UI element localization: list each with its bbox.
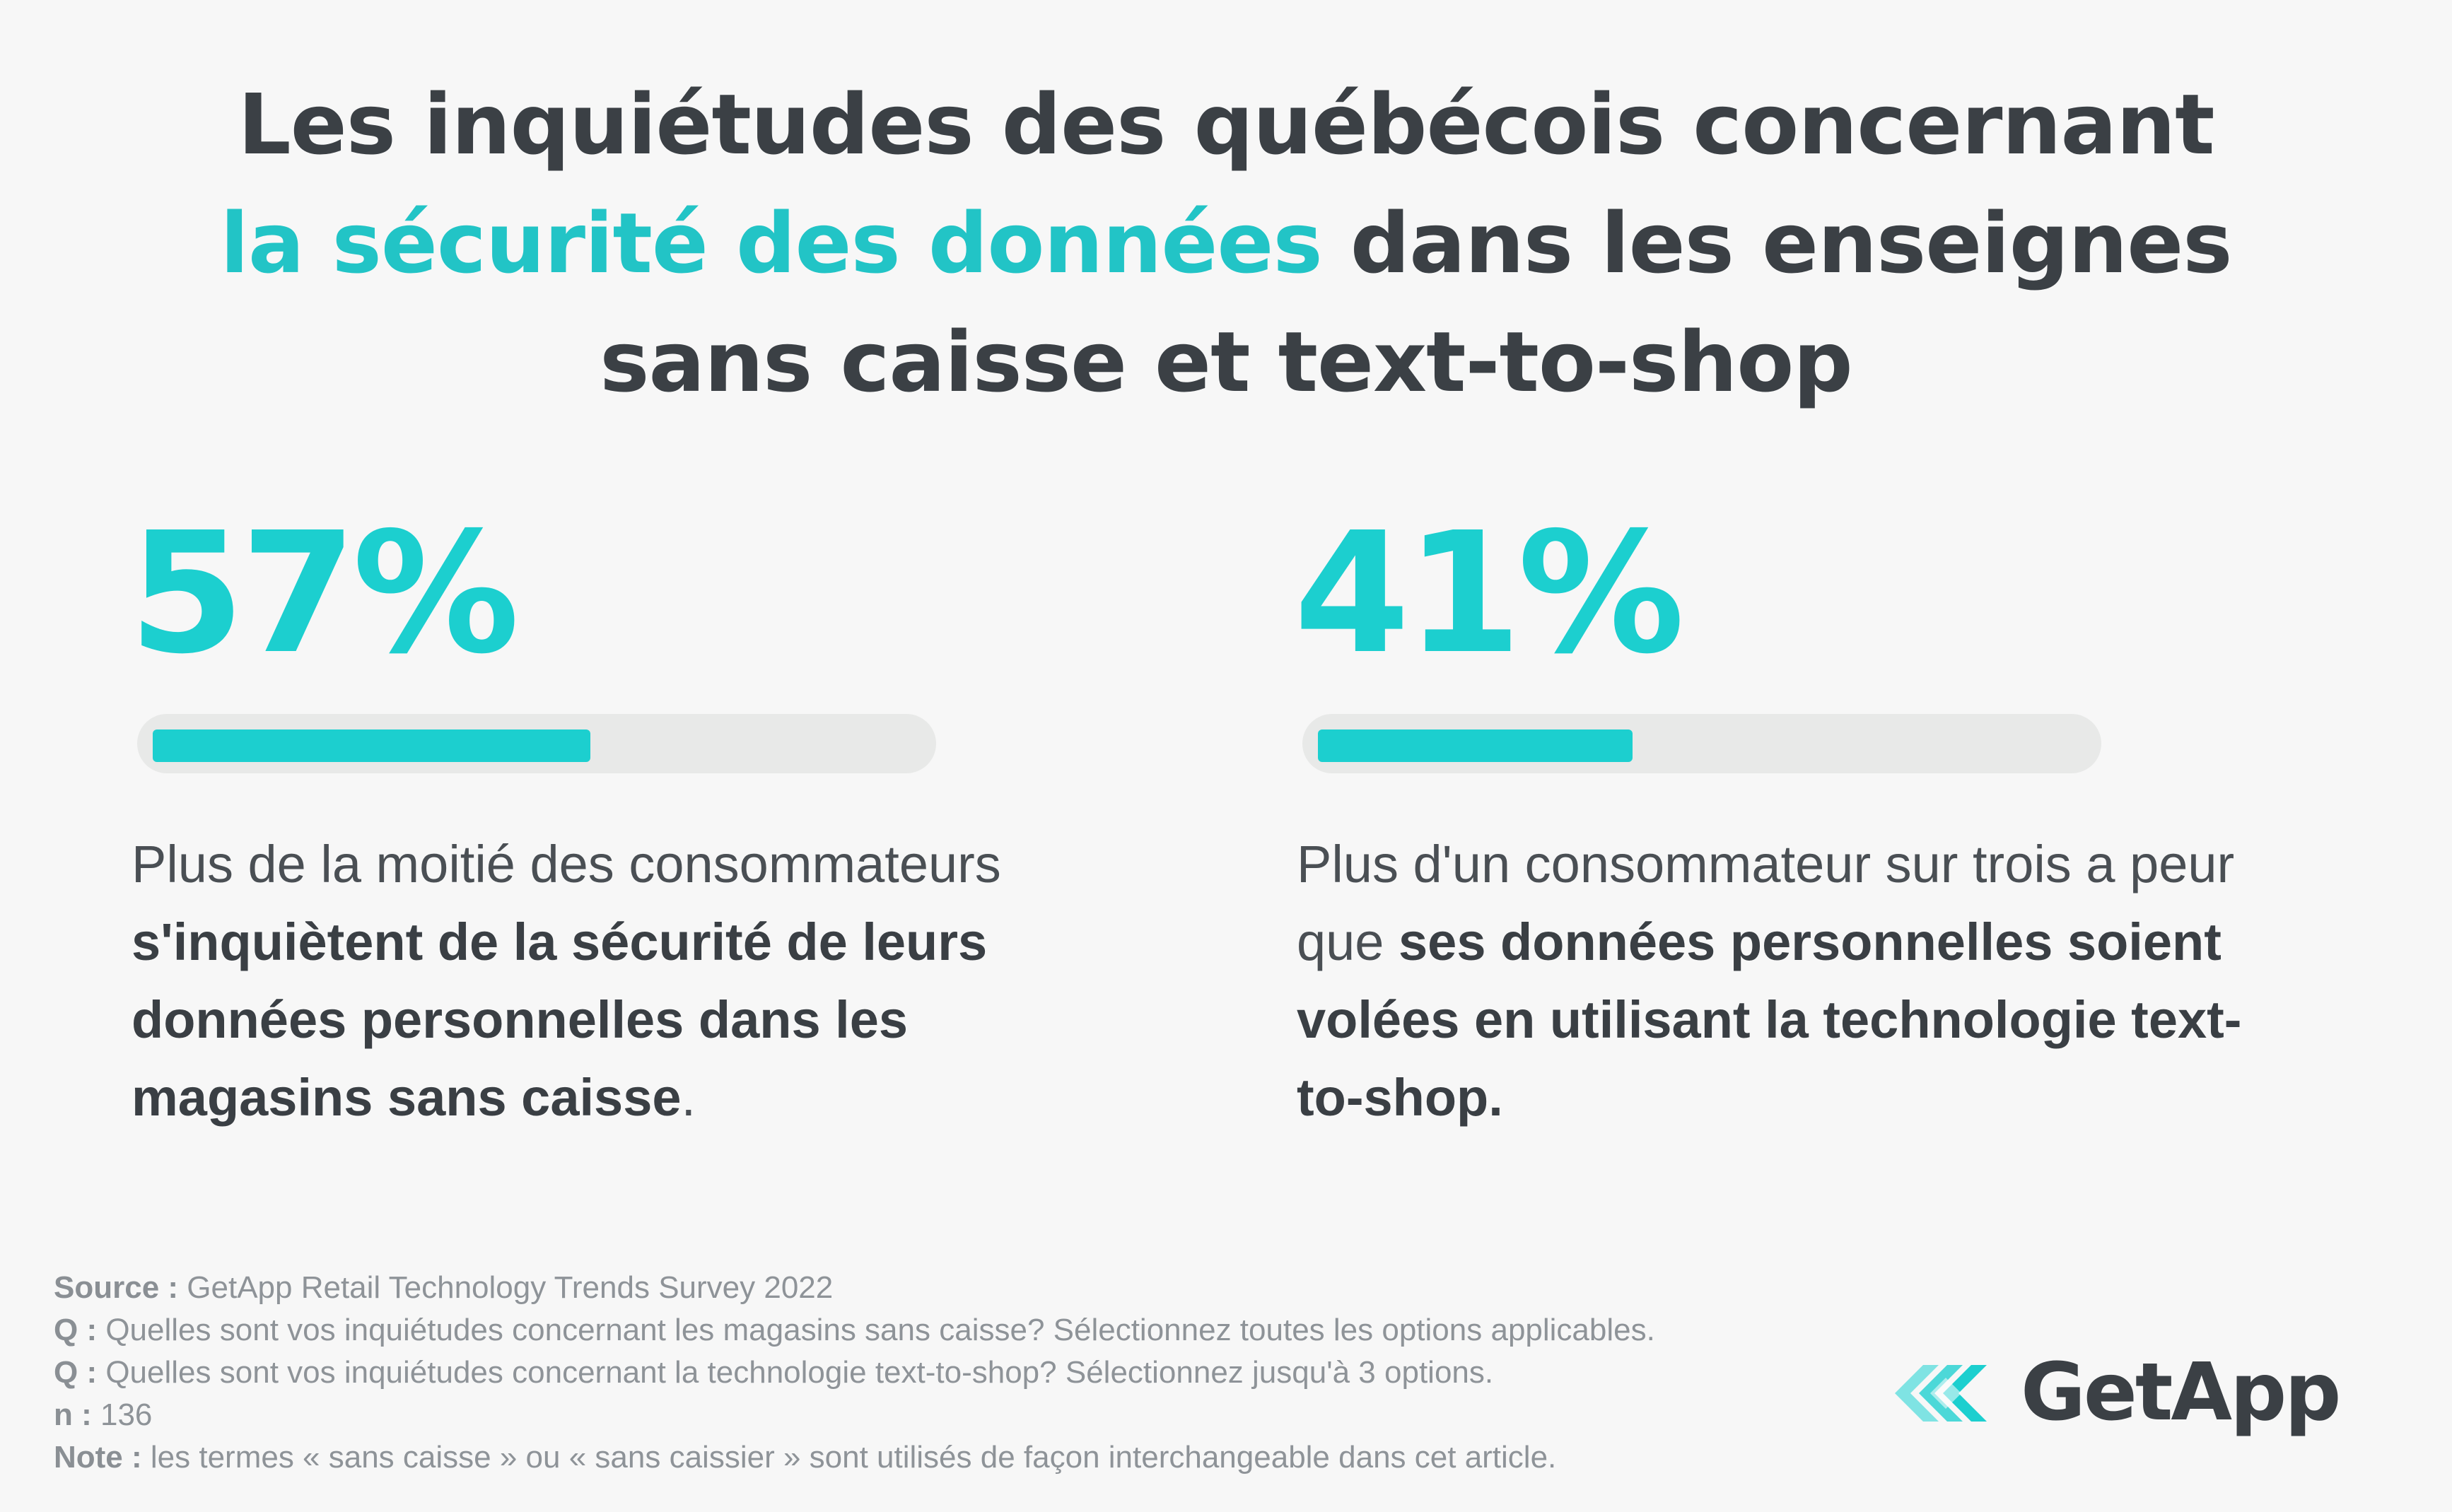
stat-card-checkout-free: 57% Plus de la moitié des consommateurs … (129, 496, 1093, 1127)
progress-bar-track (137, 714, 936, 773)
getapp-wordmark: GetApp (2021, 1347, 2341, 1438)
stat-card-text-to-shop: 41% Plus d'un consommateur sur trois a p… (1294, 496, 2258, 1127)
title-line-2: la sécurité des données dans les enseign… (0, 184, 2452, 303)
getapp-logo: GetApp (1895, 1343, 2341, 1442)
desc-emphasis: ses données personnelles soient volées e… (1297, 913, 2242, 1127)
stat-percent: 57% (129, 496, 520, 691)
desc-text: Plus d'un consommateur sur trois a peur … (1297, 835, 2235, 971)
footer-source: Source : GetApp Retail Technology Trends… (54, 1270, 834, 1305)
footer-question-1: Q : Quelles sont vos inquiétudes concern… (54, 1313, 1655, 1347)
desc-text-end: . (681, 1068, 696, 1127)
progress-bar-fill (153, 729, 590, 762)
footer-sample-size: n : 136 (54, 1397, 153, 1432)
footer-note: Note : les termes « sans caisse » ou « s… (54, 1440, 1557, 1475)
title-accent: la sécurité des données (220, 194, 1323, 292)
title-line-1: Les inquiétudes des québécois concernant (238, 76, 2215, 173)
desc-emphasis: s'inquiètent de la sécurité de leurs don… (132, 913, 988, 1127)
stat-description: Plus de la moitié des consommateurs s'in… (132, 826, 1107, 1137)
desc-text: Plus de la moitié des consommateurs (132, 835, 1001, 893)
title-line-3: sans caisse et text-to-shop (600, 313, 1852, 411)
footer-notes: Source : GetApp Retail Technology Trends… (54, 1267, 1655, 1479)
title-line-2-rest: dans les enseignes (1321, 194, 2233, 292)
page-title: Les inquiétudes des québécois concernant… (0, 65, 2452, 421)
progress-bar-fill (1318, 729, 1633, 762)
getapp-chevrons-icon (1895, 1365, 1987, 1422)
stat-description: Plus d'un consommateur sur trois a peur … (1297, 826, 2272, 1137)
stat-percent: 41% (1294, 496, 1685, 691)
footer-question-2: Q : Quelles sont vos inquiétudes concern… (54, 1355, 1494, 1390)
progress-bar-track (1302, 714, 2101, 773)
